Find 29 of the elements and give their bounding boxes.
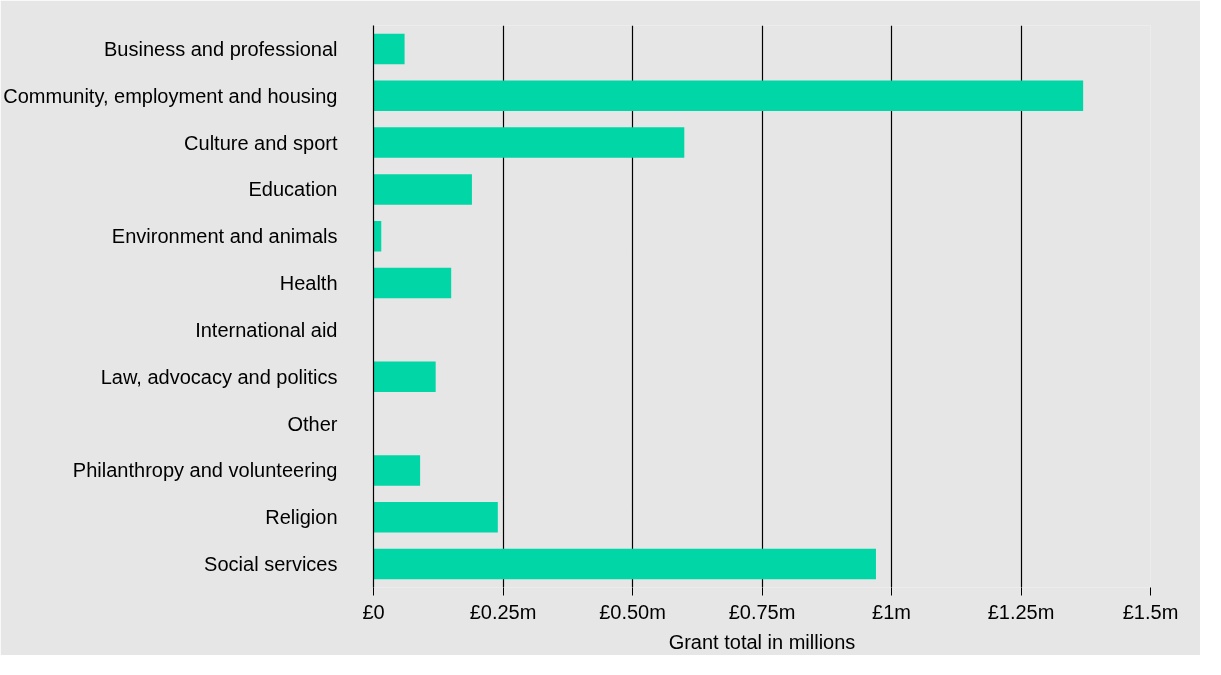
bar bbox=[373, 80, 1084, 111]
bar bbox=[373, 361, 436, 392]
bar bbox=[373, 455, 421, 486]
bar bbox=[373, 267, 452, 299]
y-tick-label: Religion bbox=[265, 506, 338, 529]
y-tick-label: Law, advocacy and politics bbox=[100, 365, 338, 388]
y-tick-label: Social services bbox=[204, 553, 338, 576]
x-tick-label: £0.75m bbox=[728, 600, 796, 623]
x-tick-label: £1.5m bbox=[1122, 600, 1179, 623]
y-tick-label: Education bbox=[248, 178, 338, 201]
y-tick-label: Other bbox=[287, 412, 338, 435]
bar bbox=[373, 502, 498, 533]
bar bbox=[373, 548, 876, 580]
y-tick-label: Health bbox=[279, 272, 338, 295]
bar bbox=[373, 127, 685, 158]
y-tick-label: Community, employment and housing bbox=[3, 84, 338, 107]
x-tick-label: £0.50m bbox=[599, 600, 666, 623]
x-tick-label: £1.25m bbox=[987, 600, 1055, 623]
x-tick-label: £0 bbox=[362, 600, 385, 623]
x-tick-label: £1m bbox=[872, 600, 911, 623]
x-tick-label: £0.25m bbox=[469, 600, 537, 623]
y-tick-label: Business and professional bbox=[104, 37, 338, 60]
y-tick-label: International aid bbox=[195, 318, 338, 341]
bar bbox=[373, 174, 472, 205]
bar bbox=[373, 33, 405, 65]
x-axis-title: Grant total in millions bbox=[668, 630, 856, 653]
y-tick-label: Philanthropy and volunteering bbox=[72, 459, 338, 482]
y-tick-label: Environment and animals bbox=[111, 225, 338, 248]
y-tick-label: Culture and sport bbox=[184, 131, 338, 154]
